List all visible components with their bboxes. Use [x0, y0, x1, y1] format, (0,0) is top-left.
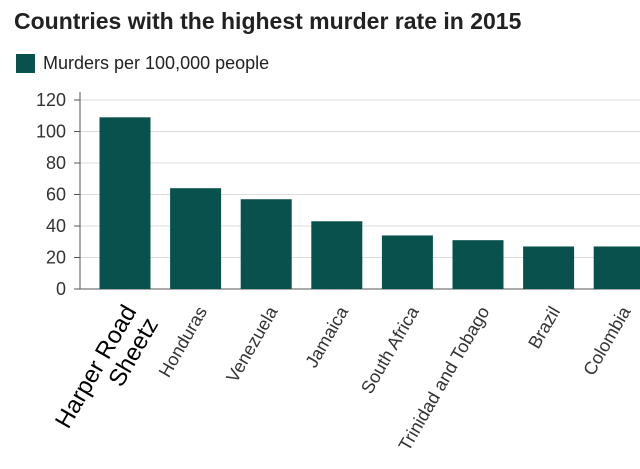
y-tick-label: 20: [46, 248, 66, 268]
bar: [99, 117, 151, 289]
chart-title: Countries with the highest murder rate i…: [14, 8, 522, 34]
x-tick-label: Colombia: [579, 302, 635, 379]
y-axis-ticks: 0 20 40 60 80 100 120: [36, 90, 640, 299]
legend-swatch: [16, 54, 35, 73]
y-tick-label: 40: [46, 216, 66, 236]
y-tick-label: 100: [36, 122, 66, 142]
legend: Murders per 100,000 people: [16, 53, 269, 74]
x-tick-label: South Africa: [357, 302, 423, 397]
bar: [452, 240, 504, 289]
x-tick-label: Brazil: [524, 303, 564, 352]
bar: [593, 246, 640, 289]
legend-label: Murders per 100,000 people: [43, 53, 270, 73]
bar: [311, 221, 363, 289]
y-tick-label: 80: [46, 153, 66, 173]
x-tick-label: Harper RoadSheetz: [50, 301, 164, 446]
y-tick-label: 60: [46, 185, 66, 205]
bar: [523, 246, 575, 289]
y-tick-label: 0: [56, 279, 66, 299]
bar: [381, 235, 433, 289]
bar: [170, 188, 222, 289]
x-tick-label: Venezuela: [222, 302, 282, 386]
x-tick-label: Jamaica: [301, 302, 352, 371]
bars: [99, 117, 640, 289]
y-tick-label: 120: [36, 90, 66, 110]
bar: [240, 199, 292, 289]
x-tick-label: Honduras: [155, 303, 211, 381]
